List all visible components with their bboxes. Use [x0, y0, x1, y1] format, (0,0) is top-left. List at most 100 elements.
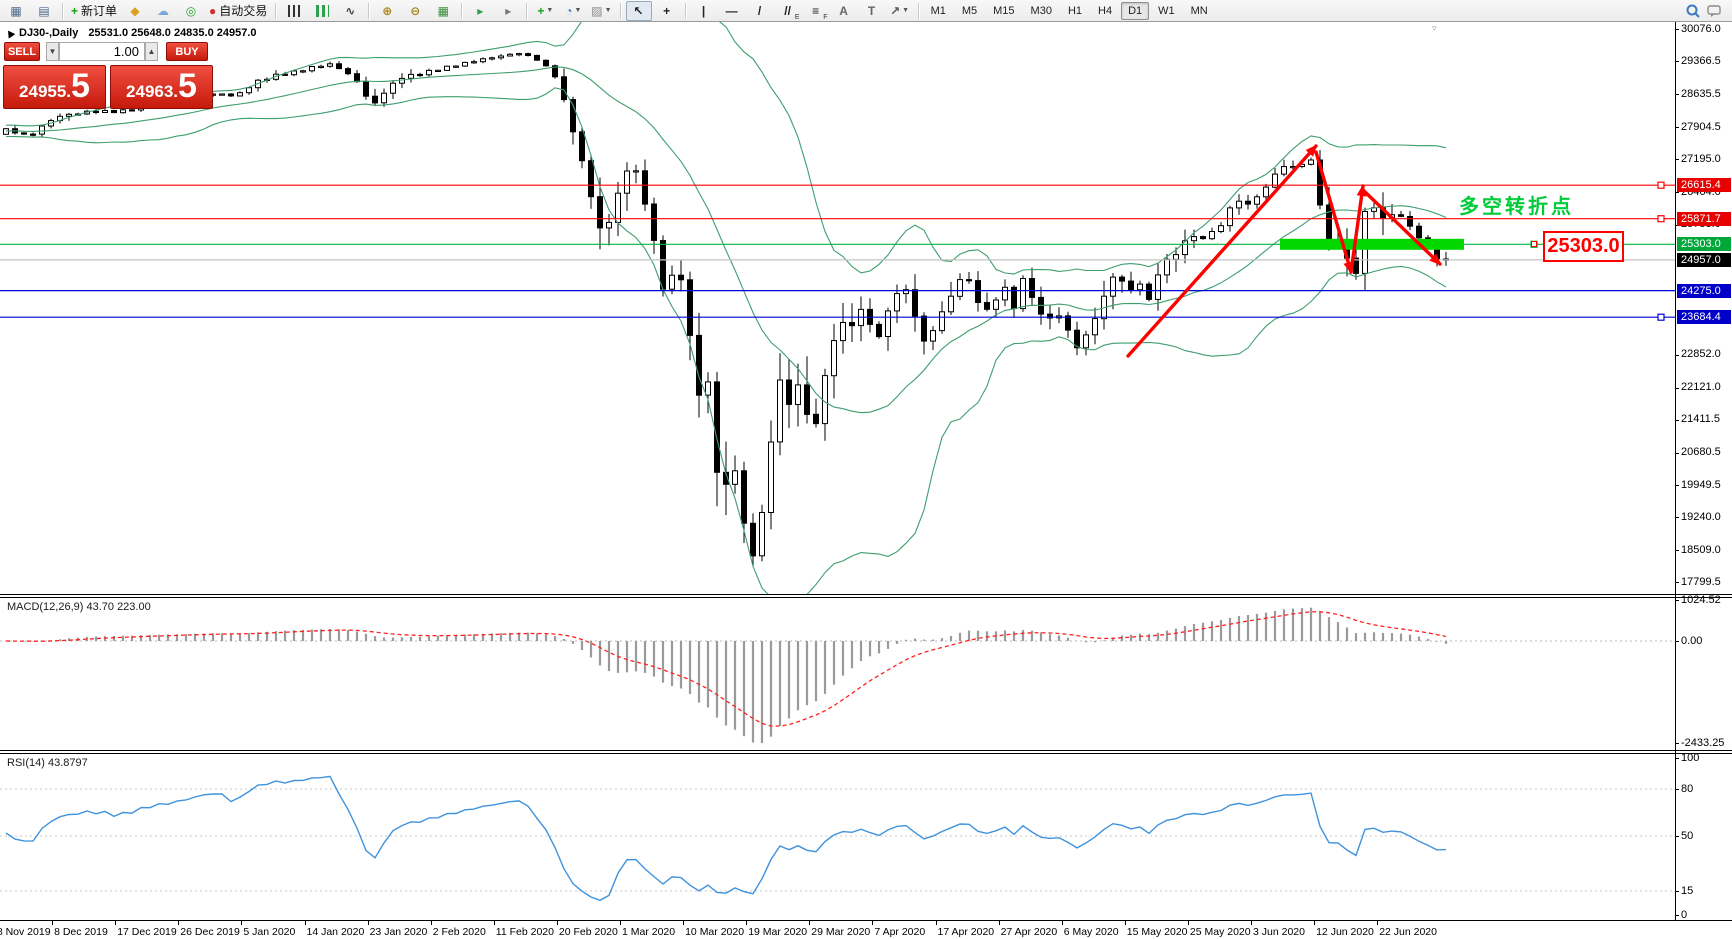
date-label: 27 Apr 2020 [1000, 926, 1058, 938]
fibonacci-icon[interactable]: ≡ F [812, 3, 828, 21]
price-tick-label: 22852.0 [1681, 348, 1721, 361]
bar-chart-icon[interactable] [281, 1, 307, 21]
timeframe-h4-button[interactable]: H4 [1098, 4, 1113, 17]
tile-windows-icon[interactable]: ▦ [437, 3, 449, 18]
price-badge: 24275.0 [1677, 283, 1731, 298]
main-chart[interactable] [0, 22, 1675, 594]
sell-button[interactable]: SELL [4, 42, 40, 61]
rsi-panel[interactable] [0, 754, 1675, 920]
line-handle[interactable] [1657, 215, 1665, 223]
price-badge: 25871.7 [1677, 211, 1731, 226]
one-click-trade-panel: SELL ▼ 1.00 ▲ BUY 24955. 5 24963. 5 [3, 40, 216, 110]
support-band[interactable] [1280, 238, 1464, 250]
timeframe-mn-button[interactable]: MN [1190, 4, 1208, 17]
date-tick [620, 921, 621, 925]
rsi-tick-label: 50 [1681, 829, 1694, 842]
price-tick-label: 19240.0 [1681, 510, 1721, 523]
line-chart-icon[interactable]: ∿ [345, 3, 356, 18]
autotrading-icon[interactable]: ● 自动交易 [209, 3, 268, 19]
chart-shift-marker[interactable]: ▿ [1432, 23, 1437, 33]
new-order-icon[interactable]: + 新订单 [71, 3, 118, 19]
label-handle[interactable] [1531, 241, 1537, 248]
indicators-icon[interactable]: + ▼ [537, 3, 554, 18]
timeframe-m1-button[interactable]: M1 [930, 4, 946, 17]
date-tick [178, 921, 180, 925]
rsi-tick [1675, 789, 1679, 790]
rsi-tick [1675, 915, 1679, 916]
profiles-icon[interactable]: ▤ [38, 3, 50, 18]
toolbar-separator [619, 2, 621, 19]
periods-icon[interactable]: ◔ ▼ [565, 3, 582, 18]
timeframe-w1-button[interactable]: W1 [1158, 4, 1175, 17]
timeframe-m5-button[interactable]: M5 [961, 4, 978, 17]
date-label: 17 Dec 2019 [117, 926, 177, 938]
timeframe-d1-button[interactable]: D1 [1121, 1, 1150, 20]
toolbar-separator [917, 2, 919, 19]
mql5-community-icon[interactable]: ☁ [157, 3, 170, 18]
line-handle[interactable] [1657, 181, 1665, 189]
line-handle[interactable] [1657, 313, 1665, 321]
macd-tick [1675, 600, 1679, 601]
buy-price-box[interactable]: 24963. 5 [110, 65, 213, 109]
sell-price-box[interactable]: 24955. 5 [3, 65, 106, 109]
timeframe-h1-button[interactable]: H1 [1067, 4, 1083, 17]
date-tick [241, 921, 243, 925]
turning-point-annotation[interactable]: 多空转折点 [1459, 196, 1574, 218]
price-badge: 25303.0 [1677, 237, 1731, 252]
volume-input[interactable]: 1.00 [59, 42, 145, 61]
price-tick-label: 18509.0 [1681, 543, 1721, 556]
rsi-tick-label: 100 [1681, 751, 1700, 764]
date-label: 22 Jun 2020 [1379, 926, 1437, 938]
timeframe-m15-button[interactable]: M15 [993, 4, 1015, 17]
sell-price: 24955. [19, 82, 72, 101]
price-tick [1675, 550, 1679, 552]
zoom-in-icon[interactable]: ⊕ [382, 3, 393, 18]
price-tick-label: 20680.5 [1681, 446, 1721, 458]
horizontal-line-objects[interactable] [0, 184, 1675, 318]
volume-decrease-button[interactable]: ▼ [46, 42, 59, 61]
new-chart-icon[interactable]: ▦ [10, 3, 22, 18]
date-label: 1 Mar 2020 [622, 926, 676, 938]
metaeditor-icon[interactable]: ◆ [130, 3, 140, 18]
level-price-label[interactable]: 25303.0 [1543, 231, 1624, 262]
price-badge: 26615.4 [1677, 178, 1731, 193]
timeframe-m30-button[interactable]: M30 [1030, 4, 1052, 17]
signals-icon[interactable]: ◎ [185, 3, 197, 18]
text-label-icon[interactable]: T [867, 3, 876, 18]
auto-scroll-icon[interactable]: ▸ [477, 3, 484, 18]
equidistant-channel-icon[interactable]: //E [784, 3, 800, 21]
macd-tick-label: 1024.52 [1681, 593, 1721, 606]
price-tick [1675, 485, 1679, 487]
vertical-line-icon[interactable]: | [701, 3, 706, 18]
buy-price-pip: 5 [178, 67, 197, 105]
trendline-icon[interactable]: / [757, 3, 762, 18]
chat-icon[interactable] [1684, 3, 1724, 19]
macd-tick-label: 0.00 [1681, 634, 1703, 647]
rsi-tick [1675, 891, 1679, 892]
macd-splitter[interactable] [0, 594, 1732, 598]
text-icon[interactable]: A [839, 3, 848, 18]
volume-increase-button[interactable]: ▲ [145, 42, 158, 61]
chart-shift-icon[interactable]: ▸ [505, 3, 512, 18]
templates-icon[interactable]: ▨ ▼ [591, 3, 612, 18]
price-tick-label: 28635.5 [1681, 87, 1721, 100]
buy-button[interactable]: BUY [166, 42, 208, 61]
zoom-out-icon[interactable]: ⊖ [410, 3, 421, 18]
price-tick [1675, 354, 1679, 356]
rsi-splitter[interactable] [0, 750, 1732, 754]
date-tick [998, 921, 1000, 925]
arrows-icon[interactable]: ↗ ▼ [890, 3, 910, 18]
date-label: 6 May 2020 [1063, 926, 1119, 938]
date-tick [52, 921, 54, 925]
date-label: 19 Mar 2020 [748, 926, 808, 938]
candlestick-chart-icon[interactable] [309, 1, 335, 21]
horizontal-line-icon[interactable]: — [725, 3, 738, 18]
trend-zigzag-annotation[interactable] [1126, 144, 1442, 358]
crosshair-icon[interactable]: + [663, 3, 671, 18]
cursor-icon[interactable]: ↖ [625, 0, 652, 21]
macd-panel[interactable] [0, 598, 1675, 750]
date-tick [935, 921, 937, 925]
date-tick [1377, 921, 1379, 925]
date-label: 7 Apr 2020 [874, 926, 926, 938]
